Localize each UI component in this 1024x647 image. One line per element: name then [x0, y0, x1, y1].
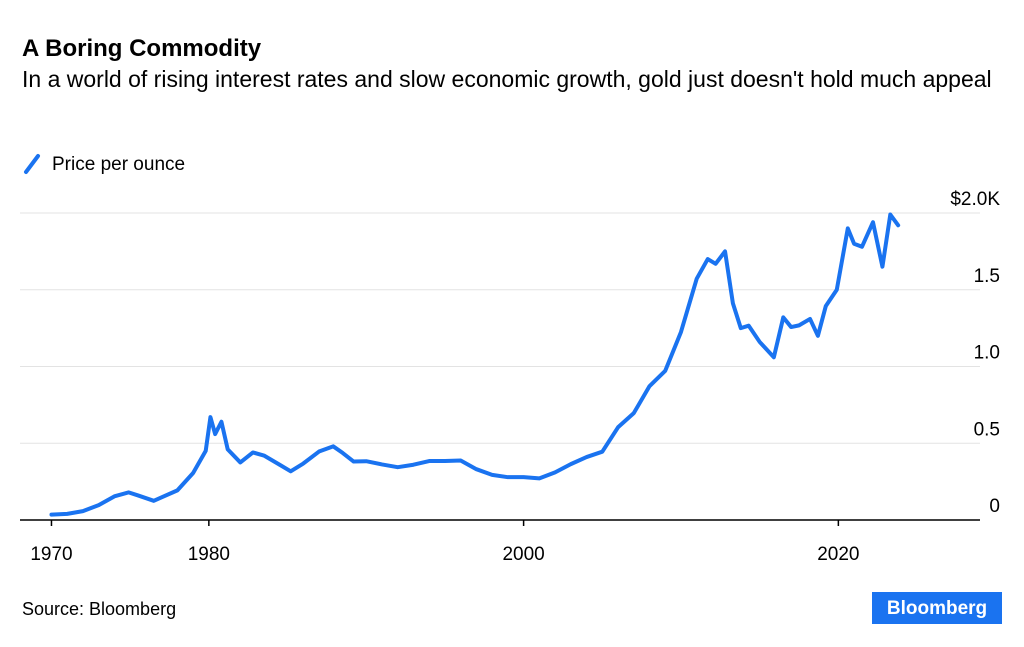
x-tick-label: 2020 [817, 544, 859, 565]
y-tick-label: 0.5 [974, 419, 1000, 440]
x-tick-label: 1980 [188, 544, 230, 565]
y-tick-label: 1.0 [974, 343, 1000, 364]
legend-swatch [24, 154, 40, 174]
price-line [49, 212, 901, 517]
y-tick-label: 1.5 [974, 266, 1000, 287]
brand-logo: Bloomberg [887, 598, 987, 619]
x-tick-label: 2000 [502, 544, 544, 565]
chart-title: A Boring Commodity [22, 35, 262, 62]
brand-box [872, 592, 1002, 624]
x-tick-label: 1970 [30, 544, 72, 565]
legend-label: Price per ounce [52, 154, 185, 175]
y-tick-label: 0 [989, 496, 1000, 517]
subtitle-box: In a world of rising interest rates and … [22, 66, 992, 92]
y-tick-label: $2.0K [950, 189, 1000, 210]
chart-subtitle: In a world of rising interest rates and … [22, 66, 992, 92]
source: Source: Bloomberg [22, 599, 176, 619]
